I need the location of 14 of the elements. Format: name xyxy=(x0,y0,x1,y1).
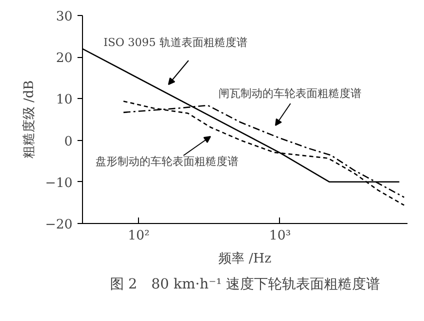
x-axis-title: 频率 /Hz xyxy=(218,250,272,266)
annotation: 闸瓦制动的车轮表面粗糙度谱 xyxy=(218,87,362,100)
y-axis-title: 粗糙度级 /dB xyxy=(21,80,38,159)
y-tick-label: 20 xyxy=(56,51,73,66)
y-tick-label: 30 xyxy=(56,10,73,24)
y-tick-label: −10 xyxy=(45,176,73,191)
y-tick-label: −20 xyxy=(45,218,73,232)
x-tick-label: 10² xyxy=(128,228,150,244)
y-tick-label: 0 xyxy=(64,134,73,150)
annotation: 盘形制动的车轮表面粗糙度谱 xyxy=(96,155,238,168)
x-tick-label: 10³ xyxy=(269,228,291,244)
y-tick-label: 10 xyxy=(56,92,73,108)
annotation: ISO 3095 轨道表面粗糙度谱 xyxy=(104,36,248,49)
text: 图 2 80 km·h⁻¹ 速度下轮轨表面粗糙度谱 xyxy=(110,276,380,292)
